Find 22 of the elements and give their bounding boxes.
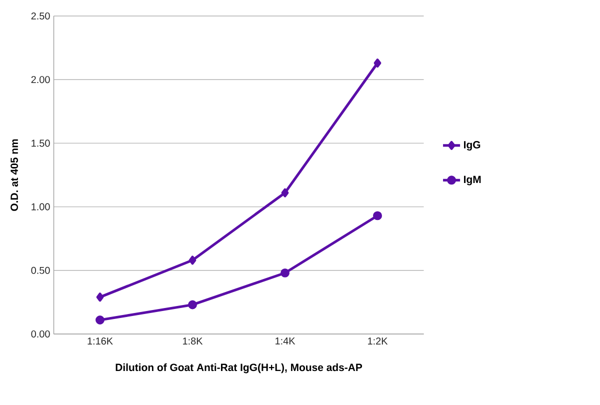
y-tick-label: 0.50 (31, 266, 50, 274)
point (374, 58, 382, 68)
x-tick-label: 1:8K (183, 338, 203, 345)
point (373, 211, 382, 220)
x-tick-label: 1:16K (88, 338, 113, 345)
point (188, 256, 196, 265)
x-tick-label: 1:2K (368, 338, 388, 344)
legend-label: IgG (464, 141, 480, 151)
y-tick-label: 2.50 (31, 12, 50, 20)
point (96, 292, 104, 302)
x-axis-title: Dilution of Goat Anti-Rat IgG(H+L), Mouse ads-AP (116, 363, 362, 374)
x-tick-label: 1:4K (276, 338, 296, 344)
y-tick-label: 0.00 (31, 330, 50, 338)
point (281, 188, 289, 198)
y-tick-label: 1.00 (32, 203, 50, 210)
point (96, 316, 104, 324)
legend-label: IgM (464, 176, 481, 186)
y-tick-label: 2.00 (31, 76, 50, 84)
point (280, 268, 290, 278)
y-axis-title: O.D. at 405 nm (10, 139, 18, 211)
y-tick-label: 1.50 (32, 140, 50, 147)
point (188, 300, 197, 310)
